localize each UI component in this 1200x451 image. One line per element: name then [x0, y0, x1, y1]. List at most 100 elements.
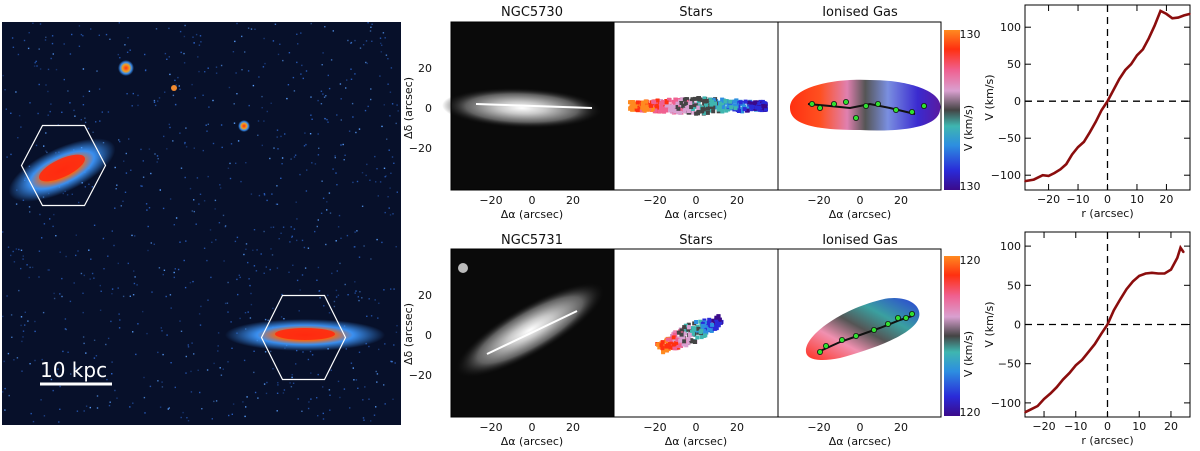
stellar-velocity-pixel: [724, 106, 728, 111]
stellar-velocity-pixel: [699, 328, 704, 333]
rotation-curve-point: [1125, 288, 1128, 291]
rotation-curve-point: [1176, 257, 1179, 259]
stellar-velocity-pixel: [691, 103, 696, 108]
fov-hexagon-ngc5731: [20, 124, 107, 207]
stellar-velocity-pixel: [640, 102, 645, 106]
stellar-velocity-pixel: [650, 107, 655, 112]
gas-knot: [885, 320, 892, 327]
stellar-velocity-pixel: [719, 101, 723, 106]
rotation-curve-point: [1100, 333, 1102, 335]
ngc5730-title: NGC5730: [501, 5, 563, 20]
stellar-velocity-pixel: [660, 340, 665, 345]
stellar-velocity-pixel: [683, 101, 688, 106]
rotation-curve-point: [1189, 13, 1191, 15]
stellar-velocity-pixel: [671, 335, 676, 340]
rotation-curve-point: [1030, 408, 1033, 411]
stellar-velocity-pixel: [712, 326, 717, 331]
gas-knot: [839, 336, 846, 343]
stellar-velocity-pixel: [641, 104, 646, 109]
stellar-velocity-pixel: [720, 105, 725, 109]
stellar-velocity-pixel: [679, 328, 684, 333]
rotation-curve-point: [1041, 174, 1044, 176]
stellar-velocity-pixel: [726, 107, 731, 112]
stellar-velocity-pixel: [704, 103, 708, 108]
stellar-velocity-pixel: [750, 105, 755, 109]
stellar-velocity-pixel: [703, 331, 707, 336]
ngc5731-ytick: 0: [425, 329, 432, 342]
x-tick-label: −10: [1064, 420, 1087, 433]
ngc5730-ylabel: Δδ (arcsec): [402, 77, 415, 139]
y-axis-label: V (km/s): [983, 74, 996, 120]
stellar-velocity-pixel: [705, 110, 710, 115]
rotation-curve-point: [1075, 364, 1077, 367]
foreground-star: [171, 85, 177, 91]
stellar-velocity-pixel: [666, 341, 671, 346]
stellar-velocity-pixel: [700, 98, 705, 103]
stellar-velocity-pixel: [700, 321, 705, 326]
stellar-velocity-pixel: [713, 324, 718, 329]
stellar-velocity-pixel: [729, 105, 734, 110]
stellar-velocity-pixel: [683, 107, 688, 112]
stellar-velocity-pixel: [699, 335, 704, 340]
stellar-velocity-pixel: [676, 106, 681, 111]
ngc5730-xtick: 0: [529, 194, 536, 207]
ngc5730-stars-title: Stars: [679, 5, 713, 20]
stellar-velocity-pixel: [717, 317, 722, 322]
stellar-velocity-pixel: [668, 104, 673, 109]
ngc5731-xtick: 20: [894, 421, 908, 434]
ngc5731-gas-title: Ionised Gas: [822, 233, 898, 248]
stellar-velocity-pixel: [635, 108, 640, 113]
foreground-star: [118, 60, 134, 76]
ngc5731-colorbar-max: 120: [960, 254, 981, 267]
stellar-velocity-pixel: [691, 326, 696, 331]
stellar-velocity-pixel: [645, 107, 650, 112]
stellar-velocity-pixel: [711, 109, 716, 114]
ngc5730-gas-title: Ionised Gas: [822, 5, 898, 20]
gas-knot: [863, 103, 870, 110]
ngc5731-xtick: 0: [693, 421, 700, 434]
ngc5730-xtick: 20: [566, 194, 580, 207]
rotation-curve-point: [1024, 411, 1026, 414]
ngc5730-slit-line: [475, 103, 593, 109]
y-tick-label: 0: [1014, 95, 1021, 108]
rotation-curve-point: [1065, 163, 1068, 165]
stellar-velocity-pixel: [720, 109, 725, 114]
x-tick-label: 0: [1104, 193, 1111, 206]
stellar-velocity-pixel: [737, 102, 742, 107]
y-tick-label: 0: [1014, 319, 1021, 332]
stellar-velocity-pixel: [710, 322, 715, 327]
stellar-velocity-pixel: [661, 350, 666, 355]
stellar-velocity-pixel: [687, 325, 691, 330]
stellar-velocity-pixel: [665, 103, 670, 108]
stellar-velocity-pixel: [756, 106, 761, 111]
stellar-velocity-pixel: [653, 108, 658, 113]
stellar-velocity-pixel: [671, 104, 676, 109]
stellar-velocity-pixel: [659, 343, 664, 348]
stellar-velocity-pixel: [709, 102, 714, 107]
stellar-velocity-pixel: [700, 109, 705, 114]
rotation-curve-point: [1148, 37, 1150, 40]
rotation-curve-point: [1094, 343, 1096, 345]
stellar-velocity-pixel: [635, 100, 640, 105]
stellar-velocity-pixel: [659, 105, 664, 110]
ngc5731-xtick: −20: [479, 421, 502, 434]
stellar-velocity-pixel: [676, 110, 680, 115]
rotation-curve-point: [1113, 309, 1115, 312]
x-axis-label: r (arcsec): [1081, 207, 1133, 220]
stellar-velocity-pixel: [716, 107, 721, 112]
stellar-velocity-pixel: [661, 99, 666, 104]
rotation-curve-point: [1132, 280, 1134, 283]
ngc5730-xtick: 0: [693, 194, 700, 207]
rotation-curve-point: [1179, 246, 1182, 249]
stellar-velocity-pixel: [742, 107, 747, 112]
stellar-velocity-pixel: [644, 99, 649, 104]
gas-knot: [895, 314, 902, 321]
ngc5731-colorbar-label: V (km/s): [962, 331, 975, 377]
stellar-velocity-pixel: [707, 317, 712, 322]
stellar-velocity-pixel: [667, 98, 672, 103]
stellar-velocity-pixel: [684, 328, 689, 333]
rotation-curve-point: [1182, 251, 1185, 254]
stellar-velocity-pixel: [665, 337, 670, 342]
rotation-curve-point: [1071, 153, 1073, 156]
